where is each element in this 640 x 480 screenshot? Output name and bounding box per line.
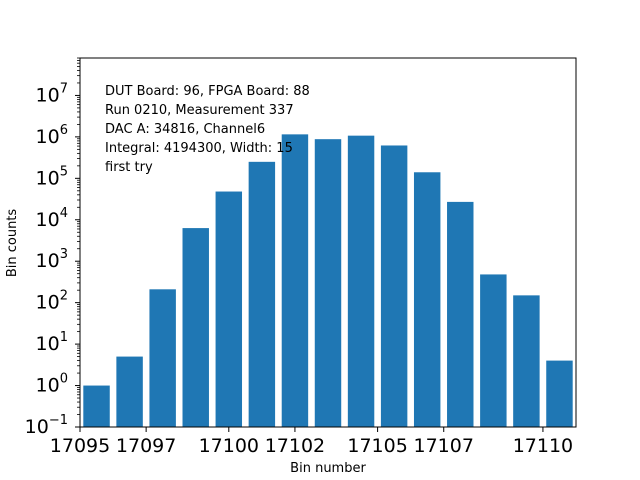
bar	[347, 135, 375, 427]
annotation-line: first try	[105, 160, 153, 175]
plot-frame	[79, 57, 577, 428]
y-tick-label: 107	[36, 81, 68, 106]
bars-group	[83, 134, 573, 428]
x-tick-label: 17100	[199, 435, 259, 457]
y-tick-label: 103	[36, 247, 68, 272]
bar	[83, 385, 110, 427]
annotation-line: DAC A: 34816, Channel6	[105, 122, 265, 137]
y-tick-label: 102	[36, 289, 68, 314]
bar	[215, 191, 243, 427]
x-tick-label: 17097	[116, 435, 176, 457]
bar	[546, 360, 573, 427]
annotation-line: DUT Board: 96, FPGA Board: 88	[105, 84, 310, 99]
x-axis-label: Bin number	[290, 461, 366, 476]
y-tick-label: 101	[36, 330, 68, 355]
x-tick-label: 17095	[50, 435, 110, 457]
bar	[413, 172, 441, 427]
x-tick-label: 17107	[414, 435, 474, 457]
y-tick-label: 105	[36, 164, 68, 189]
bar	[447, 201, 474, 427]
annotation-line: Run 0210, Measurement 337	[105, 103, 294, 118]
y-tick-label: 106	[36, 123, 68, 148]
x-tick-label: 17110	[513, 435, 573, 457]
bar	[281, 134, 309, 428]
y-axis-label: Bin counts	[5, 209, 20, 278]
x-tick-label: 17102	[265, 435, 325, 457]
bar	[182, 228, 209, 427]
x-tick-label: 17105	[347, 435, 407, 457]
bar	[480, 274, 507, 427]
y-tick-label: 100	[36, 372, 68, 397]
bar	[314, 139, 342, 427]
bar	[248, 161, 276, 427]
y-tick-label: 10−1	[25, 413, 68, 438]
y-tick-label: 104	[36, 206, 68, 231]
x-axis: 17095 17097 17100 17102 17105 17107 17110	[50, 427, 573, 457]
annotation-box: DUT Board: 96, FPGA Board: 88 Run 0210, M…	[105, 84, 310, 175]
y-axis: 10−1 100 101 102 103 104 105 106 107	[25, 57, 80, 438]
annotation-line: Integral: 4194300, Width: 15	[105, 141, 293, 156]
bar	[149, 289, 176, 427]
bar	[380, 145, 408, 428]
bar	[116, 356, 143, 427]
bar	[513, 295, 540, 427]
